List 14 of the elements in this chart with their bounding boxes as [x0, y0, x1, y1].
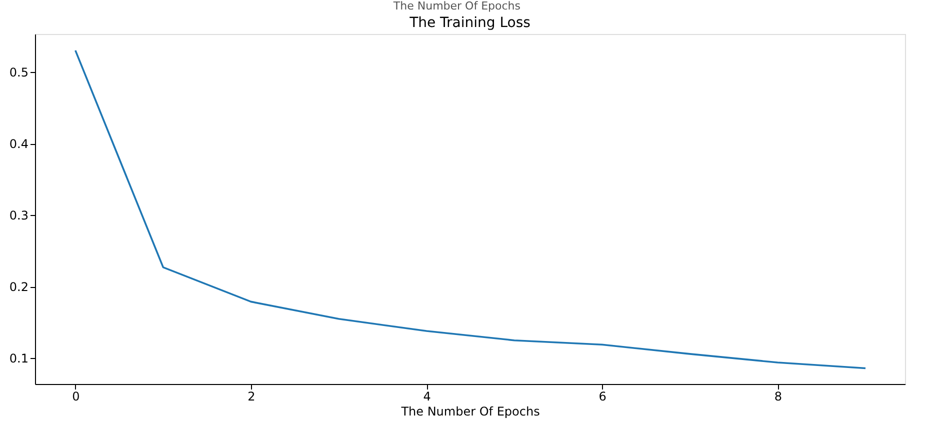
chart-title: The Training Loss: [408, 15, 530, 31]
x-tick-label: 6: [598, 390, 606, 404]
x-tick-label: 8: [774, 390, 782, 404]
y-tick-label: 0.4: [9, 137, 28, 152]
x-tick-label: 0: [72, 390, 80, 404]
y-tick-label: 0.5: [9, 65, 28, 80]
y-tick-label: 0.2: [9, 280, 28, 294]
x-tick-label: 2: [248, 390, 256, 404]
y-tick-label: 0.3: [9, 208, 28, 223]
x-axis-title: The Number Of Epochs: [400, 404, 540, 418]
y-tick-label: 0.1: [9, 352, 28, 366]
line-series: [74, 50, 866, 370]
text: The Number Of Epochs: [392, 0, 521, 12]
x-tick-label: 4: [423, 390, 431, 404]
